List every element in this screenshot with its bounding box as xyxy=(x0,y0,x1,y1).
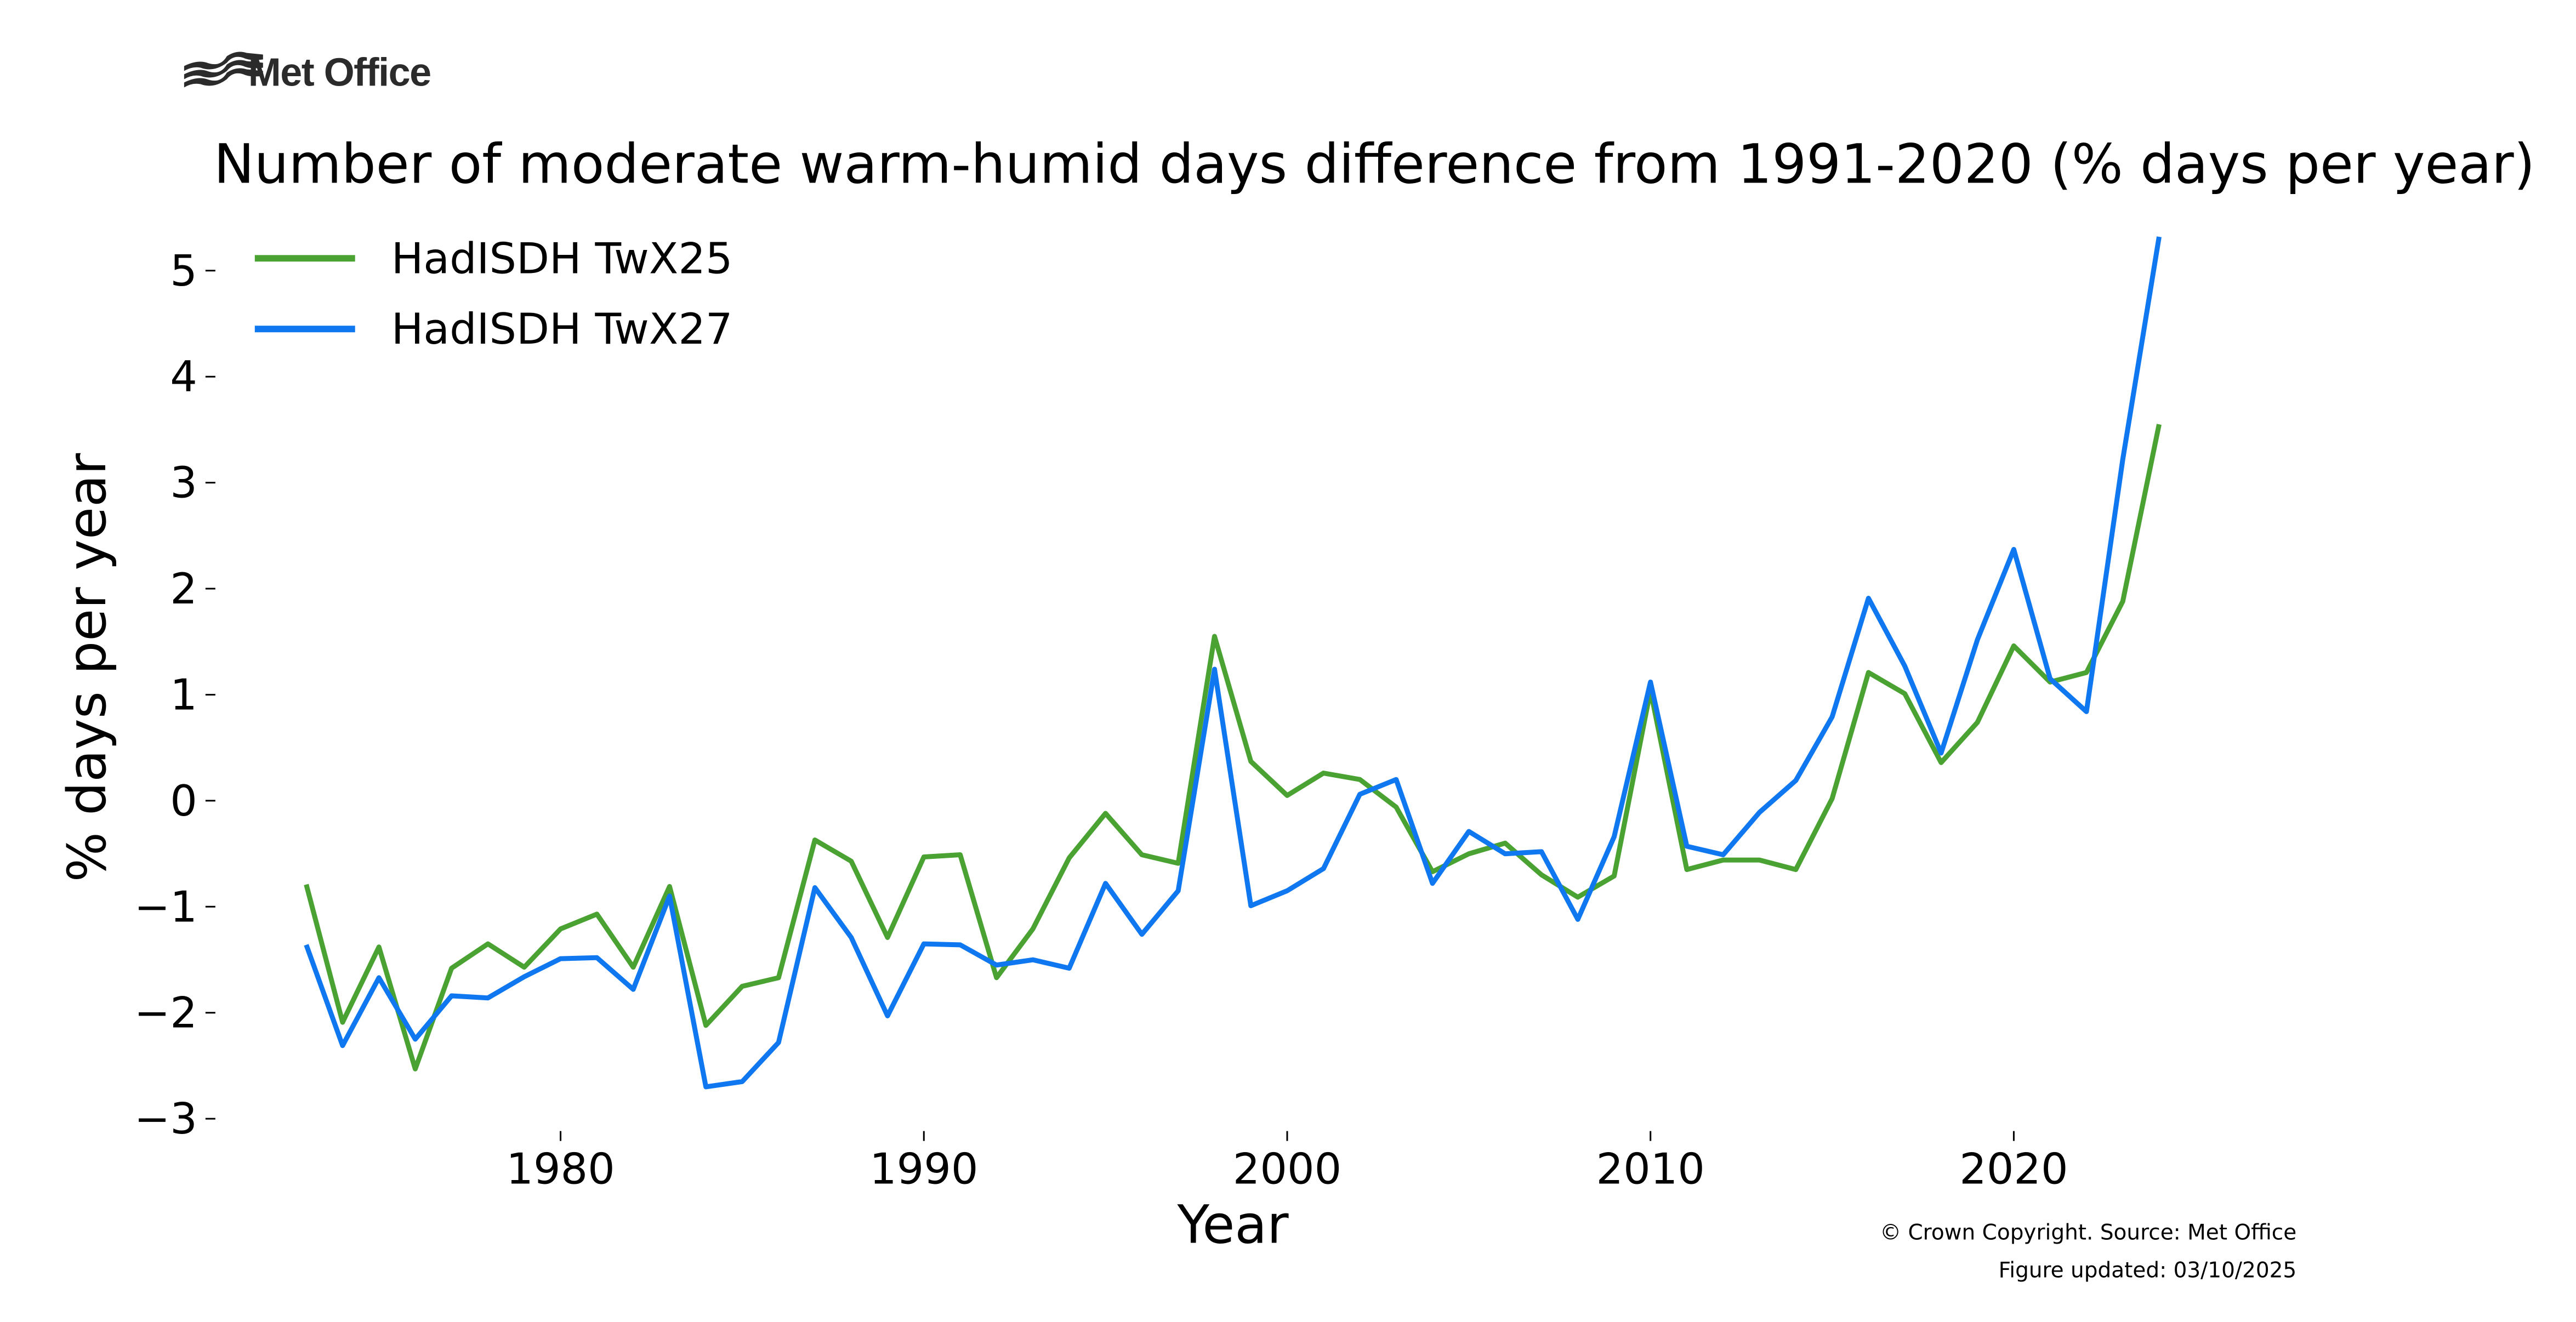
logo-text: Met Office xyxy=(248,50,431,94)
y-tick-label: 2 xyxy=(170,565,197,614)
series-line-hadisdh-twx27 xyxy=(304,236,2162,1090)
data-point xyxy=(1759,859,1760,861)
data-point xyxy=(560,928,561,930)
met-office-logo: Met Office xyxy=(184,50,431,94)
data-point xyxy=(1941,762,1942,763)
figure-updated-note: Figure updated: 03/10/2025 xyxy=(1999,1258,2297,1283)
data-point xyxy=(1250,761,1252,762)
data-point xyxy=(2086,711,2087,712)
y-tick-label: 4 xyxy=(170,352,197,402)
x-axis: 1980 1990 2000 2010 2020 xyxy=(506,1131,2068,1194)
data-point xyxy=(1432,883,1433,884)
x-tick-label: 2020 xyxy=(1959,1145,2068,1194)
data-point xyxy=(1105,883,1106,884)
y-tick-label: 0 xyxy=(170,777,197,826)
x-tick-label: 1990 xyxy=(869,1145,978,1194)
data-point xyxy=(1722,854,1724,855)
data-point xyxy=(1214,636,1215,637)
data-point xyxy=(633,989,634,990)
data-point xyxy=(778,1042,779,1043)
data-point xyxy=(1759,812,1760,813)
plot-area xyxy=(304,236,2162,1090)
data-point xyxy=(596,914,598,915)
data-point xyxy=(669,886,670,887)
data-point xyxy=(415,1039,416,1040)
data-point xyxy=(1396,779,1397,780)
data-point xyxy=(451,995,452,996)
data-point xyxy=(742,1081,743,1082)
legend-label: HadISDH TwX27 xyxy=(391,305,733,354)
data-point xyxy=(1432,871,1433,872)
data-point xyxy=(1214,669,1215,670)
y-axis: −3 −2 −1 0 1 2 3 4 5 xyxy=(134,247,215,1144)
data-point xyxy=(1722,859,1724,861)
y-tick-label: 1 xyxy=(170,670,197,720)
y-tick-label: 3 xyxy=(170,459,197,508)
x-tick-label: 2000 xyxy=(1233,1145,1341,1194)
legend: HadISDH TwX25 HadISDH TwX27 xyxy=(254,234,733,354)
data-point xyxy=(1323,868,1324,869)
data-point xyxy=(1250,905,1252,906)
y-tick-label: −2 xyxy=(134,989,197,1038)
waves-icon xyxy=(184,52,263,88)
legend-label: HadISDH TwX25 xyxy=(391,234,733,283)
y-axis-label: % days per year xyxy=(56,453,118,882)
y-tick-label: −1 xyxy=(134,882,197,932)
copyright-note: © Crown Copyright. Source: Met Office xyxy=(1880,1221,2296,1245)
data-point xyxy=(1105,813,1106,814)
y-tick-label: −3 xyxy=(134,1095,197,1144)
data-point xyxy=(1287,795,1288,796)
chart-title: Number of moderate warm-humid days diffe… xyxy=(214,133,2535,196)
x-tick-label: 2010 xyxy=(1596,1145,1705,1194)
y-tick-label: 5 xyxy=(170,247,197,296)
data-point xyxy=(669,896,670,897)
data-point xyxy=(1178,863,1179,864)
x-axis-label: Year xyxy=(1176,1194,1289,1256)
series-line-hadisdh-twx25 xyxy=(304,424,2162,1072)
data-point xyxy=(1941,753,1942,754)
data-point xyxy=(1904,693,1905,694)
data-point xyxy=(1868,598,1869,599)
x-tick-label: 1980 xyxy=(506,1145,615,1194)
data-point xyxy=(742,986,743,987)
